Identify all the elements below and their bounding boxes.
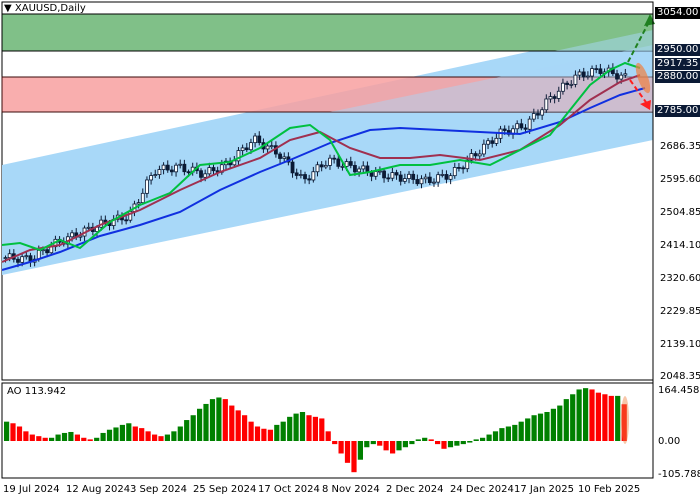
ao-histogram <box>4 388 627 473</box>
candlesticks <box>3 63 628 268</box>
highlight-ellipse <box>635 62 651 94</box>
x-tick: 8 Nov 2024 <box>322 484 380 495</box>
y-tick: 2320.60 <box>660 273 700 284</box>
x-tick: 17 Jan 2025 <box>514 484 574 495</box>
y-tick: 2686.35 <box>660 141 700 152</box>
x-tick: 25 Sep 2024 <box>193 484 257 495</box>
symbol-title: ▼ XAUUSD,Daily <box>4 3 86 14</box>
ao-label: AO 113.942 <box>7 386 67 397</box>
x-tick: 24 Dec 2024 <box>450 484 514 495</box>
y-tick: 2504.85 <box>660 207 700 218</box>
bullish-arrow-head <box>644 14 655 26</box>
price-label-2785: 2785.00 <box>655 105 700 117</box>
price-label-2880: 2880.00 <box>655 71 700 83</box>
bearish-arrow-head <box>640 100 651 110</box>
y-tick: 2595.60 <box>660 174 700 185</box>
x-tick: 12 Aug 2024 <box>66 484 131 495</box>
bearish-arrow <box>629 79 649 106</box>
ao-tick-min: -105.788 <box>658 469 700 480</box>
ma-mid-line <box>1 74 641 263</box>
x-tick: 10 Feb 2025 <box>578 484 641 495</box>
y-tick: 2139.10 <box>660 339 700 350</box>
ao-tick-max: 164.458 <box>658 385 700 396</box>
price-label-2917: 2917.35 <box>655 58 700 70</box>
ao-tick-zero: 0.00 <box>658 436 681 447</box>
y-tick: 2229.85 <box>660 306 700 317</box>
price-label-2950: 2950.00 <box>655 44 700 56</box>
x-tick: 2 Dec 2024 <box>386 484 444 495</box>
x-tick: 17 Oct 2024 <box>258 484 320 495</box>
target-up-zone <box>1 13 654 52</box>
x-tick: 3 Sep 2024 <box>130 484 188 495</box>
ao-highlight-ellipse <box>621 396 629 444</box>
y-tick: 2414.10 <box>660 240 700 251</box>
x-tick: 19 Jul 2024 <box>3 484 60 495</box>
ma-fast-line <box>1 61 641 252</box>
price-label-3054: 3054.00 <box>655 7 700 19</box>
y-tick: 2048.35 <box>660 371 700 382</box>
